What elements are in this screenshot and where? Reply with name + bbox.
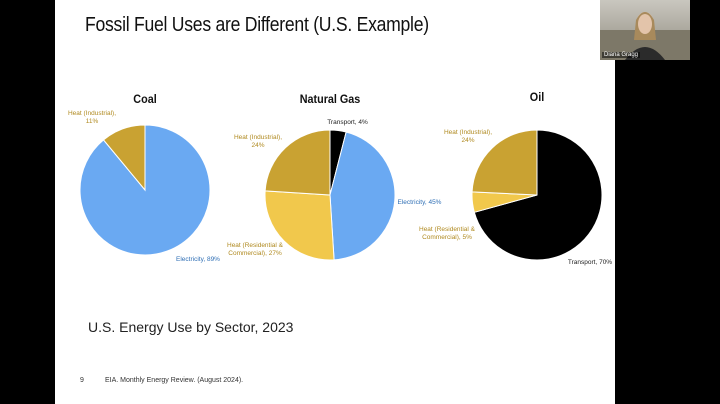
chart-title: Natural Gas (299, 92, 361, 106)
page-number: 9 (80, 377, 84, 384)
data-label: Heat (Residential & Commercial), 5% (419, 226, 475, 241)
data-label: Heat (Industrial), 24% (443, 129, 493, 144)
pie-slice (264, 129, 331, 196)
face (638, 14, 652, 34)
source: EIA. Monthly Energy Review. (August 2024… (105, 377, 244, 384)
data-label: Transport, 70% (567, 259, 613, 266)
data-label: Heat (Industrial), 24% (233, 134, 283, 149)
data-label: Electricity, 45% (397, 199, 442, 206)
slide-subtitle: U.S. Energy Use by Sector, 2023 (88, 319, 294, 335)
pie-slice (264, 190, 335, 261)
chart-title: Oil (529, 90, 545, 104)
webcam: Diana Gragg (600, 0, 690, 60)
pie-slice (471, 129, 538, 196)
pie-slice (102, 124, 146, 192)
data-label: Electricity, 89% (176, 256, 220, 263)
webcam-image (600, 12, 690, 60)
data-label: Transport, 4% (327, 119, 368, 126)
pie-slice (329, 131, 396, 261)
data-label: Heat (Industrial), 11% (67, 110, 117, 125)
data-label: Heat (Residential & Commercial), 27% (227, 242, 283, 257)
pie-slice (473, 129, 603, 261)
chart-title: Coal (133, 92, 157, 106)
slide-title: Fossil Fuel Uses are Different (U.S. Exa… (85, 14, 429, 36)
participant-name: Diana Gragg (602, 52, 641, 58)
